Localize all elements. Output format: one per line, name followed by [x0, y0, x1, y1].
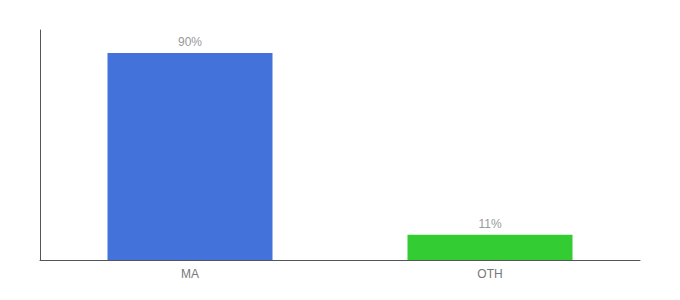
svg-text:MA: MA [181, 267, 199, 281]
svg-text:OTH: OTH [477, 267, 502, 281]
svg-text:11%: 11% [478, 217, 501, 231]
svg-text:90%: 90% [178, 35, 202, 49]
